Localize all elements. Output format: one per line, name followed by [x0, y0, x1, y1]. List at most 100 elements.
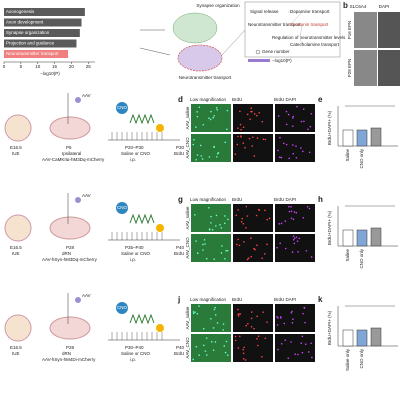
cell	[242, 357, 245, 360]
cell	[290, 312, 293, 314]
cell	[291, 251, 294, 253]
cell	[257, 344, 259, 347]
condition-label: AAV_saline	[185, 306, 190, 329]
cell	[237, 315, 240, 317]
cell	[195, 240, 197, 242]
cell	[237, 127, 239, 130]
cell	[215, 107, 218, 109]
cell	[205, 337, 208, 339]
micrograph	[233, 104, 273, 132]
cell	[288, 157, 290, 160]
column-header: Low magnification	[190, 97, 227, 102]
cell	[224, 257, 226, 260]
drug-label: CNO	[117, 105, 127, 110]
cell	[250, 317, 253, 320]
micrograph	[191, 204, 231, 232]
cell	[240, 128, 242, 131]
cell	[204, 243, 206, 245]
cell	[220, 252, 223, 254]
stage: P28	[66, 245, 75, 250]
cell	[196, 313, 199, 315]
cell	[249, 118, 251, 121]
cell	[251, 110, 253, 113]
cell	[302, 150, 304, 153]
bar-shape	[356, 129, 368, 147]
cell	[291, 117, 294, 119]
brain	[49, 116, 91, 140]
bar-shape	[370, 327, 382, 347]
cell	[256, 315, 258, 318]
cell	[227, 218, 229, 221]
cell	[298, 237, 301, 240]
panel-label: d	[178, 95, 183, 104]
panel-label: e	[318, 95, 323, 104]
cell	[201, 158, 204, 160]
cell	[288, 205, 290, 208]
cell	[202, 249, 204, 251]
cell	[241, 217, 244, 220]
stage: Ipsilateral	[62, 151, 81, 156]
cell	[209, 228, 211, 231]
cell	[196, 252, 199, 254]
cell	[204, 350, 207, 352]
micrograph	[191, 234, 231, 262]
cell	[196, 111, 198, 113]
cell	[292, 318, 294, 320]
cell	[256, 338, 258, 340]
column-header: BrdU	[232, 197, 242, 202]
cell	[283, 322, 286, 325]
receptor	[129, 113, 155, 125]
y-axis-label: BrdU+DAPI+ (%)	[327, 310, 332, 345]
cell	[290, 341, 292, 343]
cell	[208, 156, 211, 158]
cell	[279, 242, 281, 245]
cell	[254, 248, 256, 251]
cell	[292, 218, 295, 221]
cell	[192, 311, 195, 313]
cell	[251, 145, 254, 147]
cell	[245, 226, 247, 229]
bar-label: Axonogenesis	[6, 9, 35, 14]
stage: Saline or CNO	[121, 151, 151, 156]
cell	[225, 250, 227, 252]
cell	[256, 244, 258, 247]
cell	[202, 327, 205, 330]
micrograph	[233, 234, 273, 262]
bar	[4, 18, 82, 27]
cell	[268, 217, 271, 220]
cell	[277, 115, 280, 117]
cell	[212, 349, 215, 351]
micrograph	[191, 104, 231, 132]
cell	[266, 218, 268, 221]
column-label: SLC6A4	[350, 4, 367, 9]
cluster-label: Neurotransmitter transport	[179, 75, 232, 80]
cluster	[172, 12, 218, 44]
cell	[285, 143, 288, 146]
cell	[284, 339, 287, 342]
cell	[310, 342, 312, 345]
bar-label: Axon development	[6, 20, 44, 25]
cell	[304, 343, 307, 345]
cell	[311, 356, 313, 359]
cell	[247, 322, 249, 325]
network-node: Signal release	[250, 9, 279, 14]
cell	[279, 316, 282, 318]
cell	[250, 311, 253, 313]
condition-label: AAV_saline	[185, 106, 190, 129]
micrograph	[275, 334, 315, 362]
cell	[226, 109, 229, 112]
cell	[244, 359, 247, 361]
x-tick-label: 20	[69, 64, 75, 69]
stage: IUE	[12, 351, 20, 356]
cell	[212, 116, 214, 119]
virus-label: AAV	[82, 193, 91, 198]
cell	[292, 144, 294, 146]
cell	[253, 327, 255, 330]
cell	[282, 142, 285, 145]
stage: P20–P30	[125, 145, 144, 150]
g-protein	[156, 124, 164, 132]
micrograph	[275, 104, 315, 132]
cell	[237, 238, 239, 241]
cell	[307, 128, 309, 131]
